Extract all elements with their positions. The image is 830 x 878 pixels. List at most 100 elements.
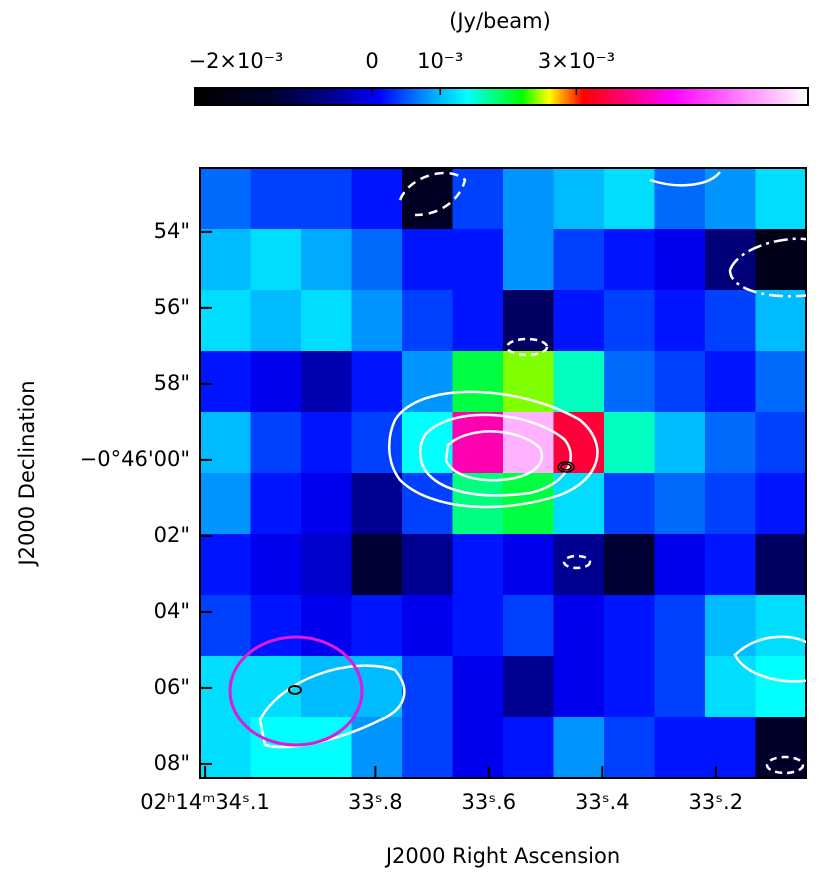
map-pixel: [604, 717, 655, 779]
map-pixel: [200, 534, 251, 596]
map-pixel: [705, 290, 756, 352]
map-pixel: [604, 595, 655, 657]
map-pixel: [250, 290, 302, 352]
colorbar-tick-label: 0: [365, 49, 378, 73]
map-pixel: [402, 229, 453, 291]
map-pixel: [705, 229, 756, 291]
map-pixel: [250, 473, 302, 535]
map-pixel: [654, 290, 706, 352]
map-pixel: [503, 168, 554, 230]
map-pixel: [604, 290, 655, 352]
map-pixel: [452, 473, 504, 535]
map-pixel: [604, 473, 655, 535]
map-pixel: [654, 717, 706, 779]
map-pixel: [604, 229, 655, 291]
map-pixel: [553, 534, 605, 596]
map-pixel: [553, 290, 605, 352]
map-pixel: [452, 412, 504, 474]
map-pixel: [452, 290, 504, 352]
x-axis-title: J2000 Right Ascension: [384, 844, 620, 868]
map-pixel: [503, 717, 554, 779]
map-pixel: [604, 412, 655, 474]
map-pixel: [452, 534, 504, 596]
map-pixel: [755, 595, 807, 657]
map-pixel: [250, 229, 302, 291]
map-pixel: [402, 168, 453, 230]
contours: [228, 171, 806, 775]
map-pixel: [402, 717, 453, 779]
map-pixel: [452, 595, 504, 657]
colorbar-tick-label: 10⁻³: [417, 49, 463, 73]
map-pixel: [452, 168, 504, 230]
x-tick-label: 02ʰ14ᵐ34ˢ.1: [140, 790, 270, 814]
map-pixel: [301, 290, 352, 352]
map-pixel: [301, 229, 352, 291]
x-tick-label: 33ˢ.8: [348, 790, 403, 814]
map-pixel: [301, 595, 352, 657]
map-pixel: [351, 717, 403, 779]
map-pixel: [200, 473, 251, 535]
map-pixel: [503, 595, 554, 657]
map-pixel: [351, 351, 403, 413]
colorbar-tick-label: 3×10⁻³: [538, 49, 615, 73]
map-pixel: [503, 351, 554, 413]
map-pixel: [200, 229, 251, 291]
map-pixel: [755, 473, 807, 535]
map-pixel: [250, 351, 302, 413]
map-pixel: [654, 229, 706, 291]
map-pixel: [654, 168, 706, 230]
map-pixel: [553, 595, 605, 657]
map-pixel: [503, 534, 554, 596]
y-tick-label: 56": [154, 295, 190, 319]
map-pixel: [755, 290, 807, 352]
map-pixel: [200, 290, 251, 352]
y-tick-label: −0°46'00": [80, 447, 190, 471]
y-axis-title: J2000 Declination: [15, 380, 39, 567]
map-pixel: [604, 351, 655, 413]
map-pixel: [654, 656, 706, 718]
colorbar-title: (Jy/beam): [449, 9, 551, 33]
map-pixel: [200, 168, 251, 230]
map-pixel: [755, 412, 807, 474]
map-pixel: [755, 168, 807, 230]
map-pixel: [553, 229, 605, 291]
map-pixel: [604, 656, 655, 718]
map-pixel: [452, 229, 504, 291]
map-pixel: [755, 229, 807, 291]
y-tick-label: 08": [154, 751, 190, 775]
map-pixel: [402, 351, 453, 413]
map-pixel: [755, 656, 807, 718]
map-pixel: [705, 595, 756, 657]
map-pixel: [250, 534, 302, 596]
map-pixel: [654, 595, 706, 657]
x-tick-label: 33ˢ.2: [688, 790, 743, 814]
map-pixel: [200, 656, 251, 718]
x-tick-label: 33ˢ.4: [575, 790, 630, 814]
map-pixel: [553, 473, 605, 535]
map-pixel: [301, 168, 352, 230]
y-tick-label: 02": [154, 523, 190, 547]
map-pixel: [402, 534, 453, 596]
map-pixel: [200, 717, 251, 779]
map-pixel: [503, 229, 554, 291]
map-pixel: [654, 351, 706, 413]
map-pixel: [200, 351, 251, 413]
y-tick-label: 06": [154, 675, 190, 699]
map-pixel: [654, 534, 706, 596]
colorbar: [194, 87, 809, 106]
map-pixel: [604, 168, 655, 230]
map-pixel: [654, 473, 706, 535]
map-pixel: [200, 412, 251, 474]
map-pixel: [200, 595, 251, 657]
map-pixel: [654, 412, 706, 474]
map-pixel: [452, 656, 504, 718]
map-pixel: [402, 290, 453, 352]
map-pixel: [705, 412, 756, 474]
map-pixel: [402, 656, 453, 718]
colorbar-tick-label: −2×10⁻³: [188, 49, 283, 73]
map-pixel: [452, 351, 504, 413]
map-pixel: [755, 717, 807, 779]
map-pixel: [351, 595, 403, 657]
plot-frame: [199, 167, 807, 779]
